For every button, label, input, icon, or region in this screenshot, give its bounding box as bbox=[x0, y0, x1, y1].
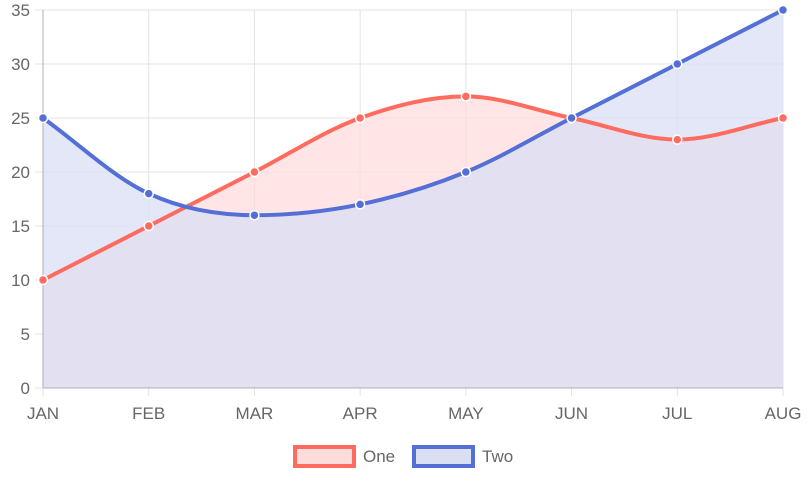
legend-swatch-one bbox=[293, 445, 356, 468]
x-tick-label: JUN bbox=[555, 404, 588, 423]
data-point-two[interactable] bbox=[566, 112, 577, 124]
y-tick-label: 15 bbox=[11, 217, 30, 236]
legend-label-two: Two bbox=[482, 447, 513, 466]
y-tick-label: 5 bbox=[21, 325, 30, 344]
x-tick-label: FEB bbox=[132, 404, 165, 423]
y-axis-ticks: 0 5 10 15 20 25 30 35 bbox=[11, 1, 30, 398]
data-point-one[interactable] bbox=[37, 274, 49, 286]
data-point-two[interactable] bbox=[143, 188, 154, 199]
series-line-one bbox=[41, 94, 785, 282]
data-point-one[interactable] bbox=[354, 112, 366, 124]
data-point-two[interactable] bbox=[460, 166, 472, 178]
y-tick-label: 30 bbox=[11, 55, 30, 74]
data-points bbox=[37, 4, 789, 286]
x-tick-label: JUL bbox=[662, 404, 692, 423]
data-point-one[interactable] bbox=[460, 91, 472, 102]
data-point-two[interactable] bbox=[672, 58, 683, 70]
data-point-one[interactable] bbox=[143, 220, 154, 232]
legend-item-two[interactable]: Two bbox=[412, 445, 513, 468]
legend-item-one[interactable]: One bbox=[293, 445, 395, 468]
data-point-two[interactable] bbox=[37, 112, 49, 124]
y-tick-label: 20 bbox=[11, 163, 30, 182]
data-point-two[interactable] bbox=[354, 199, 366, 210]
x-tick-label: APR bbox=[343, 404, 378, 423]
x-tick-label: JAN bbox=[27, 404, 59, 423]
axes bbox=[42, 10, 783, 389]
x-axis-ticks: JAN FEB MAR APR MAY JUN JUL AUG bbox=[27, 404, 801, 423]
data-point-one[interactable] bbox=[672, 134, 683, 145]
y-tick-label: 25 bbox=[11, 109, 30, 128]
x-tick-label: MAY bbox=[448, 404, 484, 423]
data-point-one[interactable] bbox=[777, 112, 789, 124]
legend-swatch-two bbox=[412, 445, 475, 468]
y-tick-label: 35 bbox=[11, 1, 30, 20]
y-tick-label: 10 bbox=[11, 271, 30, 290]
data-point-one[interactable] bbox=[249, 166, 260, 178]
data-point-two[interactable] bbox=[249, 209, 260, 221]
y-tick-label: 0 bbox=[21, 379, 30, 398]
data-point-two[interactable] bbox=[777, 4, 789, 16]
x-tick-label: MAR bbox=[236, 404, 274, 423]
legend: One Two bbox=[293, 445, 513, 468]
legend-label-one: One bbox=[363, 447, 395, 466]
x-tick-label: AUG bbox=[765, 404, 802, 423]
